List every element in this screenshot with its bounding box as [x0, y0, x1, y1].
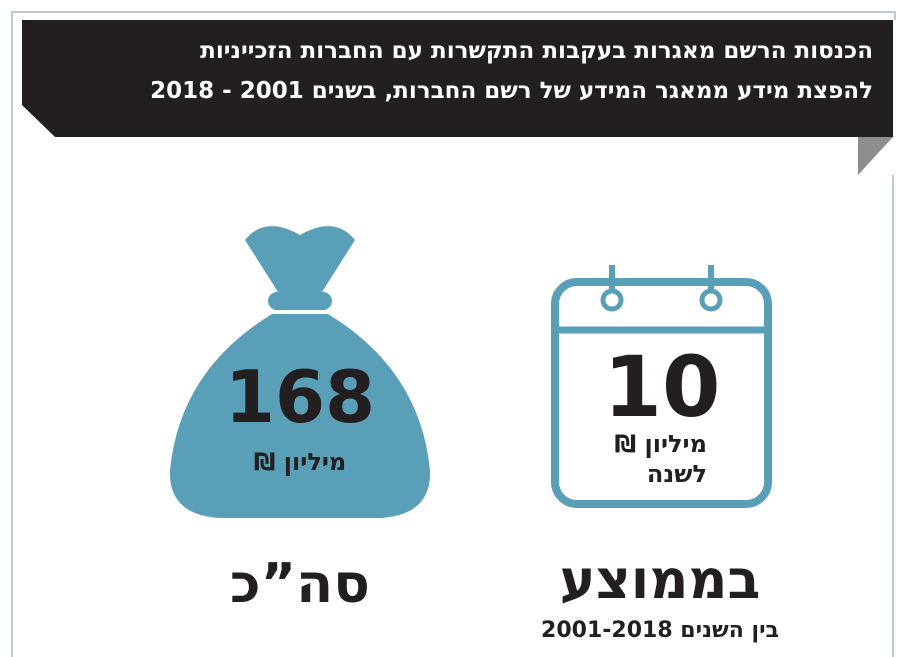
calendar — [551, 265, 772, 508]
title-line: הכנסות הרשם מאגרות בעקבות התקשרות עם החב… — [200, 38, 873, 64]
banner — [22, 20, 893, 137]
title-line: להפצת מידע ממאגר המידע של רשם החברות, בש… — [150, 78, 873, 104]
total-caption: סה”כ — [230, 552, 370, 615]
average-unit: מיליון ₪ — [614, 430, 707, 458]
average-subcaption: בין השנים 2001-2018 — [541, 618, 779, 643]
frame — [11, 11, 896, 657]
average-per: לשנה — [646, 460, 707, 488]
average-caption: בממוצע — [559, 548, 761, 611]
average-value: 10 — [603, 338, 721, 436]
banner-fold — [858, 137, 893, 175]
total-unit: מיליון ₪ — [253, 448, 347, 476]
total-value: 168 — [224, 355, 376, 439]
money-bag — [169, 226, 431, 518]
